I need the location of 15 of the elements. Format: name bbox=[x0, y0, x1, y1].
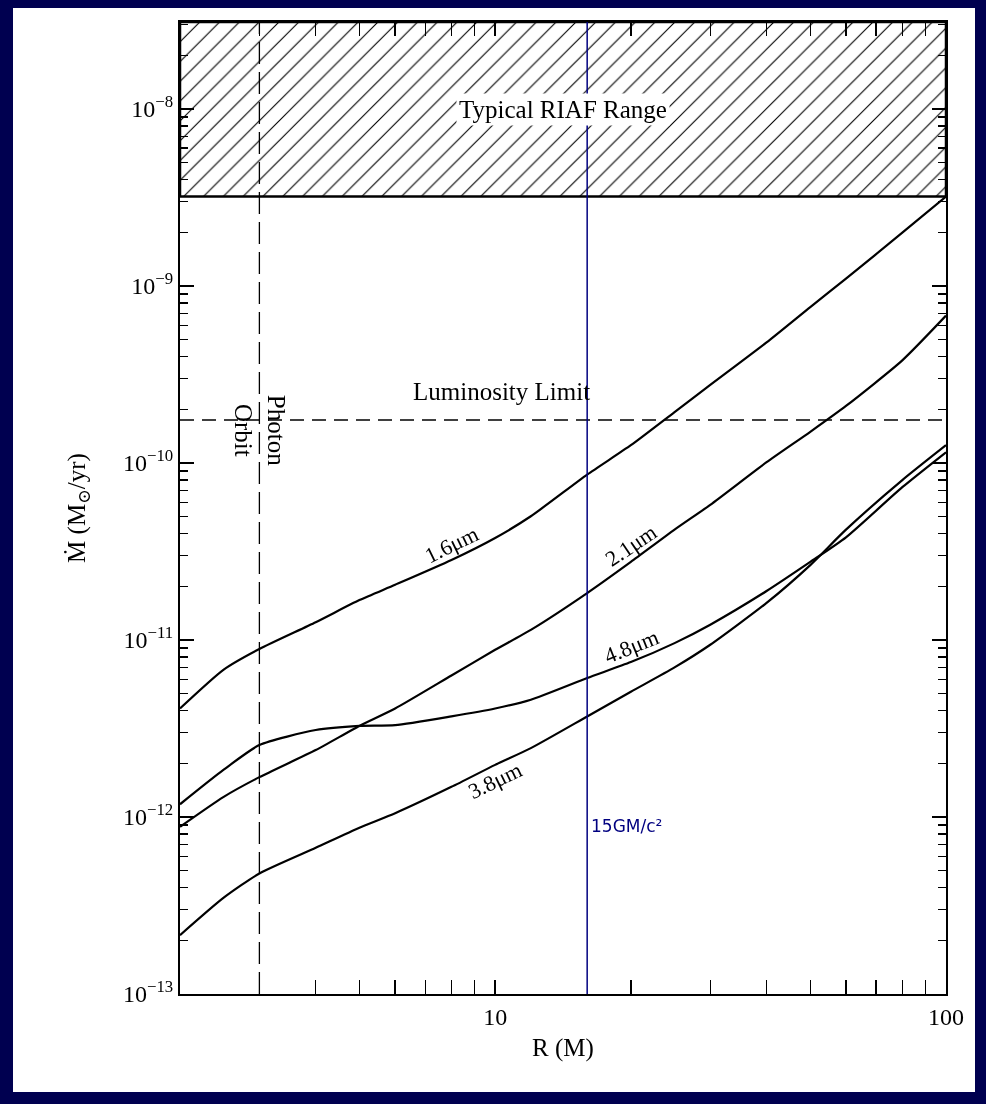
text: 1.6μm bbox=[420, 520, 483, 569]
x-axis-title: R (M) bbox=[532, 1034, 594, 1063]
y-tick-label: 10$^{−13}$ bbox=[122, 977, 174, 1008]
band-label: Typical RIAF Range bbox=[459, 96, 667, 123]
x-tick-label: 100 bbox=[928, 1003, 964, 1030]
y-tick-label: 10$^{−12}$ bbox=[122, 800, 174, 831]
y-tick-label: 10$^{−9}$ bbox=[131, 269, 174, 300]
y-tick-label: 10$^{−11}$ bbox=[123, 623, 174, 654]
y-tick-label: 10$^{−10}$ bbox=[122, 446, 174, 477]
y-tick-label: 10$^{−8}$ bbox=[131, 92, 174, 123]
ref-line-label: 15GM/c² bbox=[591, 816, 663, 836]
ref-line-label: Photon Orbit bbox=[230, 394, 290, 467]
text: 3.8μm bbox=[464, 756, 526, 805]
text: 4.8μm bbox=[600, 624, 663, 669]
x-tick-label: 10 bbox=[483, 1003, 508, 1030]
